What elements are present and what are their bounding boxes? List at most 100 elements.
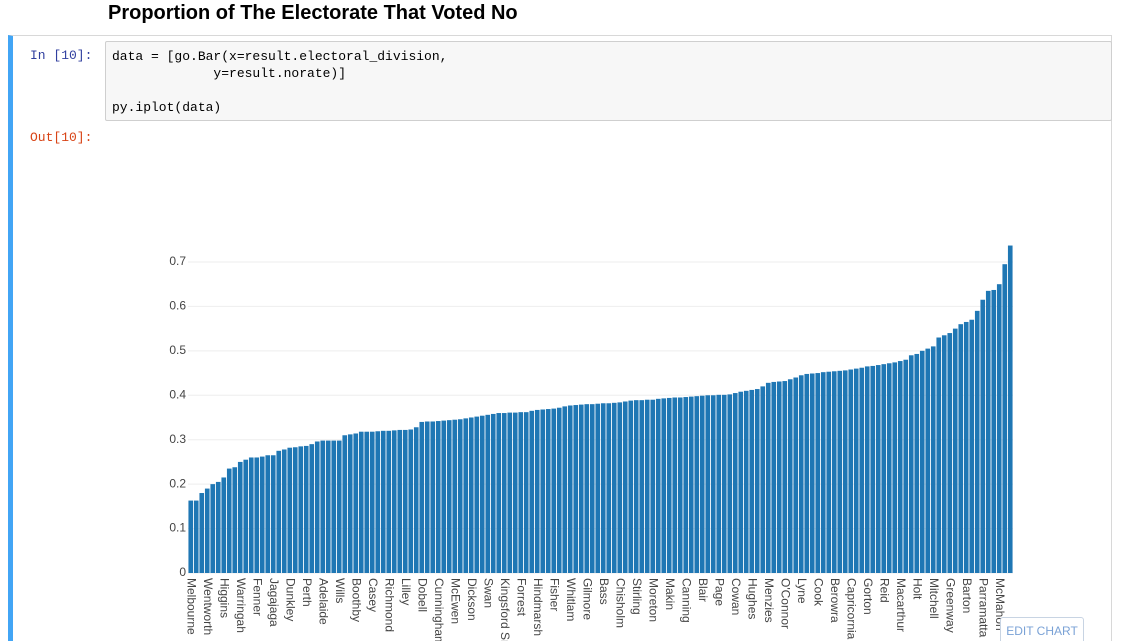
bar — [314, 441, 320, 573]
x-tick-label: Capricornia — [845, 578, 859, 640]
bar — [820, 372, 826, 573]
bar — [430, 421, 436, 573]
bar — [336, 440, 342, 573]
bar — [611, 402, 617, 573]
bar — [710, 395, 716, 573]
bar — [193, 500, 199, 573]
bar — [496, 413, 502, 573]
output-prompt: Out[10]: — [30, 130, 93, 145]
bar — [276, 450, 282, 573]
y-tick-label: 0.5 — [169, 343, 186, 357]
x-tick-label: Cowan — [729, 578, 743, 615]
bar — [364, 431, 370, 573]
bar — [864, 366, 870, 573]
bar — [677, 397, 683, 573]
x-tick-label: Richmond — [383, 578, 397, 632]
bar — [551, 408, 557, 573]
bar — [474, 416, 480, 573]
bar — [446, 420, 452, 573]
bar — [342, 435, 348, 573]
bar — [237, 461, 243, 573]
x-tick-label: Lyne — [795, 578, 809, 604]
bar — [408, 429, 414, 573]
bar — [595, 403, 601, 573]
bar — [413, 427, 419, 573]
bar — [325, 440, 331, 573]
bar — [287, 447, 293, 573]
x-tick-label: Dunkley — [284, 578, 298, 621]
bar — [199, 493, 205, 573]
x-tick-label: Swan — [482, 578, 496, 608]
bar — [622, 401, 628, 573]
bar — [584, 404, 590, 573]
bar — [540, 409, 546, 573]
bar — [259, 456, 265, 573]
x-tick-label: McEwen — [449, 578, 463, 624]
y-tick-label: 0.6 — [169, 299, 186, 313]
bar — [870, 365, 876, 573]
x-tick-label: Dobell — [416, 578, 430, 612]
bar — [562, 406, 568, 573]
x-tick-label: Hughes — [746, 578, 760, 619]
bar — [815, 373, 821, 573]
bar — [243, 459, 249, 573]
bar — [265, 455, 271, 573]
bar — [969, 319, 975, 573]
bar — [529, 410, 535, 573]
bar — [215, 481, 221, 573]
bar — [501, 413, 507, 573]
code-input[interactable]: data = [go.Bar(x=result.electoral_divisi… — [105, 41, 1112, 121]
x-tick-label: Lilley — [399, 578, 413, 605]
x-tick-label: Fisher — [548, 578, 562, 611]
x-tick-label: Whitlam — [564, 578, 578, 621]
bar — [479, 415, 485, 573]
bar — [375, 431, 381, 573]
bar — [232, 467, 238, 573]
bar — [358, 431, 364, 573]
bar — [787, 379, 793, 573]
bar — [545, 409, 551, 573]
input-prompt: In [10]: — [30, 48, 93, 63]
bar — [782, 381, 788, 573]
bar — [650, 399, 656, 573]
bar — [914, 353, 920, 573]
bar — [320, 440, 326, 573]
bar — [298, 446, 304, 573]
bar — [947, 333, 953, 573]
bar — [666, 397, 672, 573]
edit-chart-button[interactable]: EDIT CHART — [1000, 617, 1084, 641]
bar — [738, 391, 744, 573]
x-tick-label: Macarthur — [894, 578, 908, 632]
x-tick-label: Stirling — [630, 578, 644, 615]
bar — [661, 398, 667, 573]
bar — [309, 444, 315, 573]
bar — [248, 457, 254, 573]
bar — [600, 403, 606, 573]
x-tick-label: Mitchell — [927, 578, 941, 619]
x-tick-label: Adelaide — [317, 578, 331, 625]
bar — [655, 398, 661, 573]
x-tick-label: Wills — [333, 578, 347, 603]
bar — [903, 359, 909, 573]
x-tick-label: Menzies — [762, 578, 776, 623]
bar — [897, 361, 903, 573]
bar — [353, 433, 359, 573]
bar — [556, 407, 562, 573]
x-tick-label: Higgins — [218, 578, 232, 618]
bar — [606, 403, 612, 573]
y-tick-label: 0.1 — [169, 521, 186, 535]
bar — [292, 447, 298, 573]
bar — [919, 350, 925, 573]
x-tick-label: Parramatta — [977, 578, 991, 638]
bar — [1002, 264, 1008, 573]
bar — [996, 284, 1002, 573]
bar — [743, 390, 749, 573]
bar — [435, 421, 441, 573]
bar — [809, 373, 815, 573]
bar — [639, 400, 645, 573]
x-tick-label: O'Connor — [779, 578, 793, 629]
bar — [771, 381, 777, 573]
bar — [210, 484, 216, 573]
bar — [727, 394, 733, 573]
x-tick-label: Greenway — [944, 578, 958, 633]
